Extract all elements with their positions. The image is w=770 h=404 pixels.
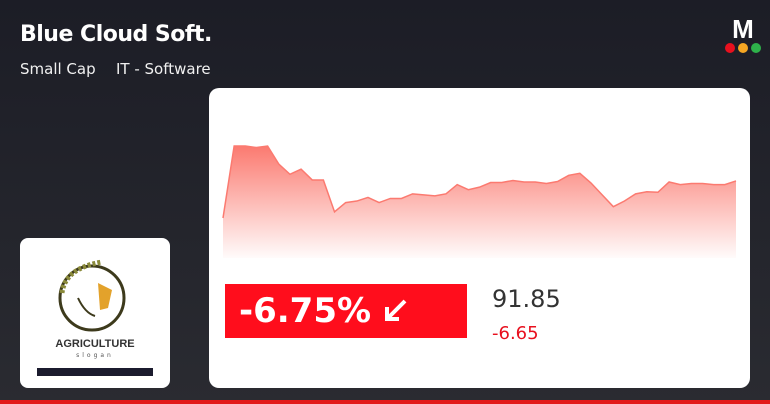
green-dot-icon	[751, 43, 761, 53]
yellow-dot-icon	[738, 43, 748, 53]
current-price: 91.85	[492, 285, 561, 313]
brand-letter: M	[732, 14, 754, 44]
bottom-accent-bar	[0, 400, 770, 404]
price-change: -6.65	[492, 323, 539, 344]
company-thumbnail: AGRICULTURE slogan	[20, 238, 170, 388]
change-percent-badge: -6.75%	[225, 284, 467, 338]
sector-label: IT - Software	[116, 60, 211, 78]
thumbnail-headline: AGRICULTURE	[55, 338, 134, 350]
arrow-down-left-icon	[385, 299, 407, 321]
agriculture-logo-icon: AGRICULTURE slogan	[37, 259, 153, 376]
thumbnail-tagline: slogan	[76, 352, 114, 359]
change-percent: -6.75%	[239, 291, 372, 331]
quote-card: -6.75% 91.85 -6.65	[209, 88, 750, 388]
red-dot-icon	[725, 43, 735, 53]
price-chart	[222, 145, 737, 258]
company-name: Blue Cloud Soft.	[20, 22, 212, 47]
price-area	[223, 146, 736, 258]
price-line	[222, 145, 737, 219]
brand-logo: M	[724, 14, 762, 56]
market-cap-label: Small Cap	[20, 60, 96, 78]
